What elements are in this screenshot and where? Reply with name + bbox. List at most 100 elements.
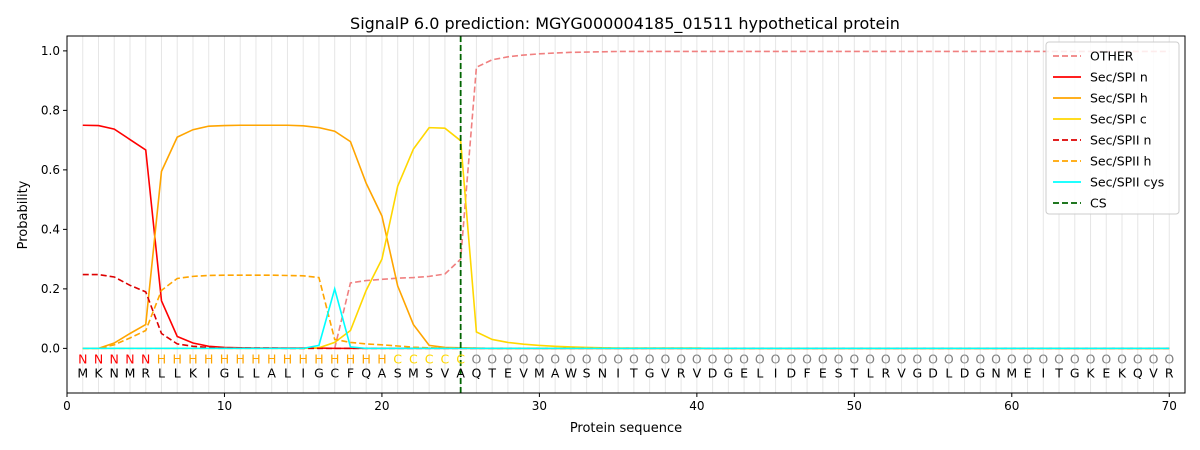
legend: OTHER Sec/SPI n Sec/SPI h Sec/SPI c Sec/SPII… bbox=[1045, 41, 1180, 215]
legend-entry-label: Sec/SPII n bbox=[1090, 133, 1151, 148]
series-line-4 bbox=[82, 273, 1170, 350]
residue-label: V bbox=[1149, 366, 1158, 381]
residue-label: L bbox=[945, 366, 952, 381]
residue-label: T bbox=[1054, 366, 1063, 381]
region-label: O bbox=[676, 351, 686, 366]
residue-label: T bbox=[629, 366, 638, 381]
residue-label: D bbox=[708, 366, 718, 381]
residue-label: N bbox=[991, 366, 1000, 381]
region-label: O bbox=[566, 351, 576, 366]
region-label: C bbox=[456, 351, 465, 366]
residue-label: N bbox=[598, 366, 607, 381]
region-label: C bbox=[441, 351, 450, 366]
residue-label: D bbox=[960, 366, 970, 381]
region-label: C bbox=[393, 351, 402, 366]
region-label: O bbox=[975, 351, 985, 366]
residue-label: L bbox=[158, 366, 165, 381]
region-label: O bbox=[928, 351, 938, 366]
y-tick-label: 0.6 bbox=[41, 163, 60, 177]
region-label: O bbox=[1149, 351, 1159, 366]
region-label: H bbox=[157, 351, 166, 366]
residue-label: M bbox=[125, 366, 136, 381]
legend-entry-label: Sec/SPII h bbox=[1090, 154, 1151, 169]
x-tick-label: 20 bbox=[374, 399, 389, 413]
region-label: O bbox=[708, 351, 718, 366]
region-label: O bbox=[1070, 351, 1080, 366]
residue-label: F bbox=[347, 366, 354, 381]
region-label: H bbox=[267, 351, 276, 366]
region-label: O bbox=[834, 351, 844, 366]
residue-label: S bbox=[583, 366, 591, 381]
region-label: O bbox=[629, 351, 639, 366]
region-label: O bbox=[503, 351, 513, 366]
region-label: O bbox=[519, 351, 529, 366]
residue-label: G bbox=[724, 366, 734, 381]
x-tick-label: 40 bbox=[689, 399, 704, 413]
region-label: N bbox=[141, 351, 150, 366]
region-label: H bbox=[236, 351, 245, 366]
residue-label: M bbox=[1006, 366, 1017, 381]
region-label: O bbox=[692, 351, 702, 366]
residue-label: K bbox=[1118, 366, 1127, 381]
region-label: H bbox=[330, 351, 339, 366]
residue-label: L bbox=[756, 366, 763, 381]
residue-label: A bbox=[378, 366, 387, 381]
chart-title: SignalP 6.0 prediction: MGYG000004185_01… bbox=[350, 14, 900, 34]
residue-label: L bbox=[284, 366, 291, 381]
residue-label: K bbox=[189, 366, 198, 381]
plot-frame bbox=[66, 35, 1186, 394]
residue-label: E bbox=[1024, 366, 1032, 381]
region-label: O bbox=[802, 351, 812, 366]
residue-label: I bbox=[1041, 366, 1045, 381]
region-label: O bbox=[660, 351, 670, 366]
residue-label: L bbox=[237, 366, 244, 381]
legend-entry-label: OTHER bbox=[1090, 49, 1134, 64]
residue-label: R bbox=[881, 366, 890, 381]
residue-label: S bbox=[425, 366, 433, 381]
series-line-1 bbox=[82, 124, 1170, 350]
region-label: O bbox=[881, 351, 891, 366]
series-line-0 bbox=[82, 50, 1170, 350]
region-label: O bbox=[960, 351, 970, 366]
region-label: O bbox=[487, 351, 497, 366]
residue-label: R bbox=[141, 366, 150, 381]
region-label: O bbox=[1007, 351, 1017, 366]
residue-label: G bbox=[975, 366, 985, 381]
region-label: O bbox=[1117, 351, 1127, 366]
residue-label: G bbox=[645, 366, 655, 381]
region-label: O bbox=[582, 351, 592, 366]
region-label: O bbox=[723, 351, 733, 366]
residue-label: E bbox=[504, 366, 512, 381]
x-tick-label: 30 bbox=[532, 399, 547, 413]
residue-label: A bbox=[456, 366, 465, 381]
legend-entry-label: CS bbox=[1090, 196, 1107, 211]
y-axis-label: Probability bbox=[16, 180, 31, 249]
residue-label: V bbox=[441, 366, 450, 381]
y-tick-label: 0.4 bbox=[41, 222, 60, 236]
series-line-2 bbox=[82, 124, 1170, 350]
region-label: O bbox=[471, 351, 481, 366]
legend-entry-label: Sec/SPI h bbox=[1090, 91, 1148, 106]
residue-label: I bbox=[301, 366, 305, 381]
region-label: O bbox=[755, 351, 765, 366]
y-tick-label: 0.2 bbox=[41, 282, 60, 296]
residue-label: L bbox=[174, 366, 181, 381]
region-label: H bbox=[173, 351, 182, 366]
residue-label: T bbox=[487, 366, 496, 381]
region-label: H bbox=[346, 351, 355, 366]
grid-layer bbox=[82, 36, 1170, 393]
region-label: O bbox=[944, 351, 954, 366]
residue-label: T bbox=[850, 366, 859, 381]
region-label: O bbox=[1133, 351, 1143, 366]
residue-label: I bbox=[207, 366, 211, 381]
region-label: O bbox=[771, 351, 781, 366]
series-layer bbox=[82, 50, 1170, 350]
residue-label: R bbox=[677, 366, 686, 381]
region-label: C bbox=[425, 351, 434, 366]
residue-label: N bbox=[110, 366, 119, 381]
region-label: H bbox=[361, 351, 370, 366]
series-line-3 bbox=[82, 126, 1170, 350]
y-tick-label: 0.0 bbox=[41, 341, 60, 355]
